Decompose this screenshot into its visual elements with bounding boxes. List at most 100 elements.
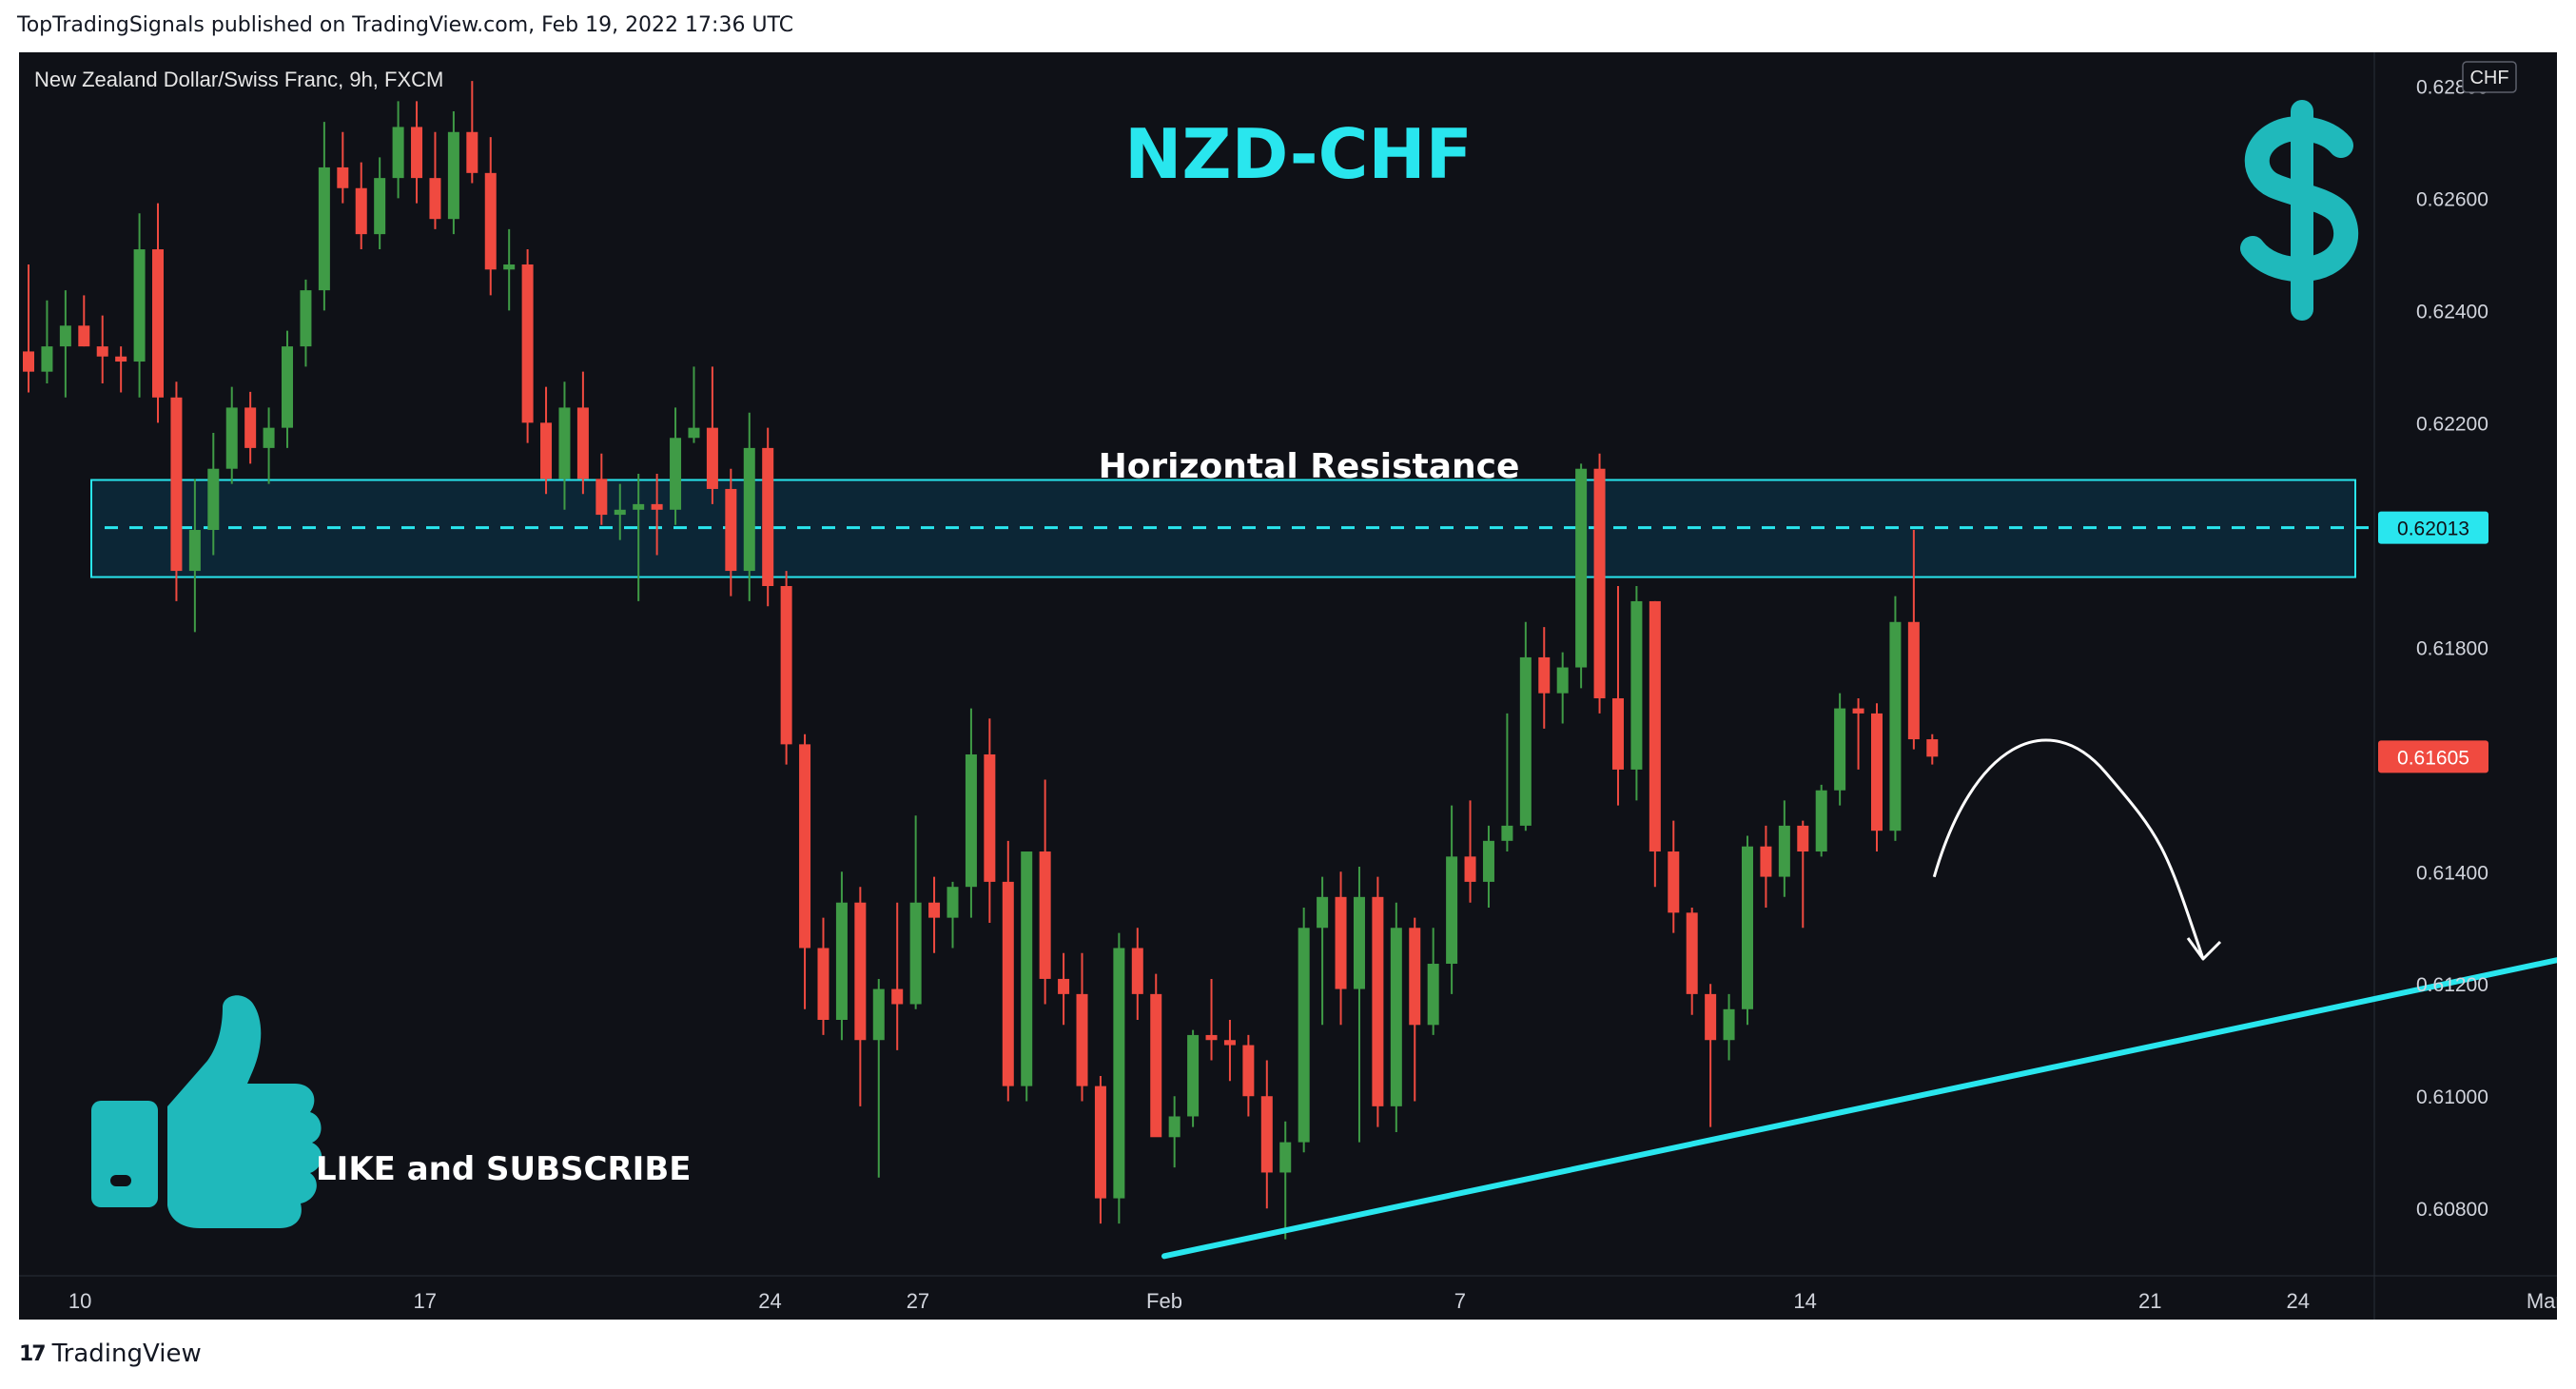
candle-down (817, 917, 829, 1035)
candle-body (1760, 846, 1772, 877)
candle-body (1482, 840, 1494, 882)
dollar-sign-icon (2240, 100, 2359, 321)
y-tick-label: 0.61200 (2416, 974, 2488, 996)
candle-body (1242, 1045, 1255, 1097)
projection-arrow (1932, 738, 2205, 960)
candle-body (41, 346, 53, 372)
candle-body (374, 178, 386, 235)
candle-body (1002, 881, 1014, 1086)
candle-down (23, 264, 34, 393)
candle-down (799, 734, 811, 1009)
candle-body (466, 131, 478, 173)
resistance-price-label-box (2378, 511, 2488, 544)
thumb-hand (167, 995, 322, 1228)
candle-body (207, 468, 220, 531)
candle-body (1353, 896, 1365, 989)
candle-body (1630, 600, 1643, 770)
candle-up (965, 708, 977, 918)
candle-up (1630, 586, 1643, 801)
time-axis[interactable]: 10 17 24 27 Feb 7 14 21 24 Mar (68, 1289, 2557, 1313)
candle-up (447, 110, 459, 235)
candle-body (392, 127, 404, 179)
candle-down (576, 371, 589, 495)
candle-up (225, 386, 238, 484)
candle-body (1611, 697, 1624, 770)
candle-body (946, 887, 959, 918)
candle-up (41, 300, 53, 384)
candle-body (595, 479, 608, 516)
candle-body (1113, 948, 1125, 1199)
candle-up (1519, 621, 1532, 831)
candles (23, 81, 1939, 1240)
candle-body (1723, 1008, 1735, 1041)
candle-down (891, 902, 904, 1050)
candle-body (484, 172, 497, 270)
candle-body (1519, 656, 1532, 826)
candle-body (725, 488, 737, 572)
candle-down (1611, 586, 1624, 806)
candle-up (1353, 866, 1365, 1143)
candle-body (1797, 825, 1809, 852)
candle-body (670, 438, 682, 510)
like-subscribe-text: LIKE and SUBSCRIBE (316, 1150, 691, 1188)
candle-up (318, 122, 330, 311)
y-tick-label: 0.61400 (2416, 862, 2488, 884)
candle-body (614, 509, 626, 516)
candle-up (1113, 932, 1125, 1224)
candle-body (429, 178, 441, 220)
candle-up (1390, 902, 1402, 1132)
candle-up (1556, 652, 1569, 724)
candle-body (1335, 896, 1347, 989)
candle-body (558, 407, 571, 479)
currency-badge-box (2462, 61, 2517, 93)
candle-up (670, 407, 682, 525)
resistance-price-label: 0.62013 (2378, 511, 2488, 544)
candle-body (1298, 928, 1310, 1143)
candle-up (633, 474, 645, 601)
candle-body (1372, 896, 1384, 1106)
chart-panel[interactable]: 0.628000.626000.624000.622000.620000.618… (19, 52, 2557, 1320)
candle-up (614, 483, 626, 540)
resistance-label: Horizontal Resistance (1099, 447, 1520, 486)
candle-down (244, 391, 257, 464)
candle-down (1871, 703, 1883, 852)
candle-up (188, 479, 201, 633)
candle-up (300, 279, 312, 367)
x-tick-label: 14 (1793, 1289, 1816, 1313)
candle-body (965, 753, 977, 888)
thumb-cuff-dot (110, 1175, 131, 1186)
candle-down (484, 137, 497, 296)
candle-down (1094, 1075, 1106, 1224)
candle-down (411, 101, 423, 204)
candle-down (96, 315, 108, 384)
candle-body (1223, 1040, 1236, 1046)
candle-body (762, 447, 774, 587)
candle-body (1446, 856, 1458, 965)
overlay-layer (1161, 738, 2557, 1260)
tradingview-logo-icon: 17 (19, 1341, 47, 1366)
chart-svg[interactable]: 0.628000.626000.624000.622000.620000.618… (19, 52, 2557, 1320)
candle-body (133, 249, 146, 362)
candle-body (1464, 856, 1476, 882)
candle-down (1002, 840, 1014, 1102)
candle-body (1021, 851, 1033, 1086)
candle-up (133, 213, 146, 398)
candle-body (1834, 708, 1846, 791)
candle-body (78, 325, 90, 347)
candle-body (1686, 912, 1698, 994)
x-tick-label: 24 (758, 1289, 781, 1313)
candle-body (1205, 1034, 1218, 1041)
candle-down (1335, 871, 1347, 1026)
candle-down (521, 249, 534, 443)
candle-down (1907, 530, 1920, 750)
y-tick-label: 0.61000 (2416, 1086, 2488, 1108)
candle-body (1926, 739, 1939, 757)
currency-badge: CHF (2462, 61, 2517, 93)
candle-up (688, 366, 700, 443)
candle-up (946, 881, 959, 949)
candle-body (1131, 948, 1143, 994)
candle-down (1705, 984, 1717, 1127)
candle-body (1317, 896, 1329, 929)
candle-body (651, 503, 663, 510)
candle-up (909, 815, 922, 1009)
